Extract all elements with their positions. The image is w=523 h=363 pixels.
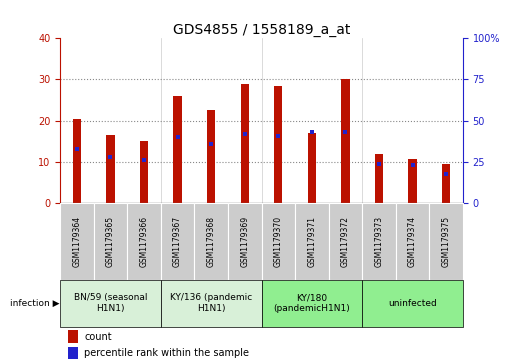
Bar (73, 119, 81, 203)
Title: GDS4855 / 1558189_a_at: GDS4855 / 1558189_a_at (173, 23, 350, 37)
Point (140, 158, 148, 163)
Point (274, 132, 282, 138)
Bar (295, 203, 328, 280)
Bar (195, 203, 228, 280)
Bar (328, 203, 362, 280)
Text: GSM1179368: GSM1179368 (207, 216, 215, 267)
Bar (262, 280, 362, 327)
Point (73, 146, 81, 152)
Bar (94, 203, 127, 280)
Bar (408, 159, 417, 203)
Text: GSM1179364: GSM1179364 (72, 216, 82, 267)
Bar (241, 83, 249, 203)
Bar (228, 203, 262, 280)
Bar (396, 203, 429, 280)
Text: uninfected: uninfected (388, 299, 437, 307)
Text: infection ▶: infection ▶ (10, 299, 60, 307)
Text: KY/180
(pandemicH1N1): KY/180 (pandemicH1N1) (274, 293, 350, 313)
Text: GSM1179366: GSM1179366 (140, 216, 149, 267)
Text: GSM1179371: GSM1179371 (308, 216, 316, 267)
Bar (127, 203, 161, 280)
Bar (262, 203, 295, 280)
Text: BN/59 (seasonal
H1N1): BN/59 (seasonal H1N1) (74, 293, 147, 313)
Bar (442, 164, 450, 203)
Text: KY/136 (pandemic
H1N1): KY/136 (pandemic H1N1) (170, 293, 252, 313)
Text: count: count (84, 332, 112, 342)
Bar (68, 347, 78, 359)
Point (442, 171, 450, 176)
Bar (341, 78, 349, 203)
Point (207, 141, 215, 147)
Bar (60, 203, 94, 280)
Text: GSM1179370: GSM1179370 (274, 216, 283, 267)
Text: GSM1179365: GSM1179365 (106, 216, 115, 267)
Text: GSM1179373: GSM1179373 (374, 216, 383, 267)
Bar (60, 280, 161, 327)
Bar (362, 280, 463, 327)
Point (174, 134, 182, 140)
Bar (161, 203, 195, 280)
Point (106, 154, 115, 160)
Bar (429, 203, 463, 280)
Text: GSM1179374: GSM1179374 (408, 216, 417, 267)
Point (241, 131, 249, 137)
Bar (375, 154, 383, 203)
Text: GSM1179367: GSM1179367 (173, 216, 182, 267)
Point (408, 162, 417, 168)
Bar (308, 133, 316, 203)
Bar (140, 140, 148, 203)
Bar (174, 96, 182, 203)
Text: GSM1179372: GSM1179372 (341, 216, 350, 267)
Point (341, 129, 349, 135)
Point (375, 161, 383, 167)
Text: GSM1179375: GSM1179375 (441, 216, 451, 267)
Bar (362, 203, 396, 280)
Text: percentile rank within the sample: percentile rank within the sample (84, 348, 249, 358)
Text: GSM1179369: GSM1179369 (240, 216, 249, 267)
Bar (207, 110, 215, 203)
Bar (106, 135, 115, 203)
Bar (274, 86, 282, 203)
Bar (68, 330, 78, 343)
Bar (161, 280, 262, 327)
Point (308, 129, 316, 135)
